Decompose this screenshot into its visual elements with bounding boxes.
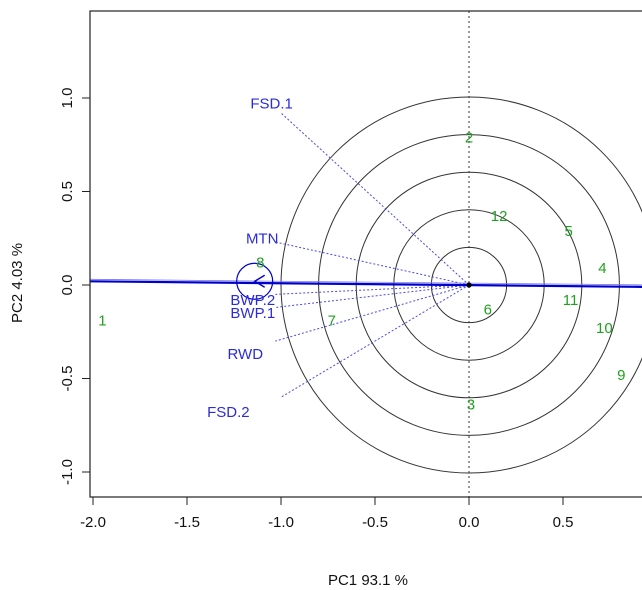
aec-line [90,280,642,288]
y-tick-label: -0.5 [59,366,76,392]
genotype-label-1: 1 [98,313,106,330]
ideal-point [236,262,472,300]
ideal-point-arrow [253,274,266,288]
aec-line-shadow [90,278,642,286]
trait-label-fsd-2: FSD.2 [207,404,250,421]
plot-frame [89,10,642,498]
x-tick-label: 0.5 [553,514,574,531]
genotype-label-6: 6 [484,301,492,318]
genotype-label-12: 12 [491,208,508,225]
trait-vector [275,284,470,342]
y-tick-label: 0.0 [59,275,76,296]
genotype-label-8: 8 [256,255,264,272]
y-tick-label: -1.0 [59,459,76,485]
genotype-label-10: 10 [596,320,613,337]
genotype-label-7: 7 [328,313,336,330]
x-tick-label: 0.0 [459,514,480,531]
y-axis-title: PC2 4.03 % [9,243,26,323]
x-tick-label: -0.5 [362,514,388,531]
y-tick-label: 0.5 [59,181,76,202]
trait-label-rwd: RWD [227,346,263,363]
trait-vector [280,112,470,286]
x-tick-label: -1.5 [174,514,200,531]
trait-vector [275,284,470,295]
origin-dot [466,282,472,288]
trait-label-bwp-2: BWP.2 [230,292,275,309]
trait-vectors [275,112,470,398]
trait-label-mtn: MTN [246,230,279,247]
trait-vector [275,241,470,286]
genotype-label-3: 3 [467,397,475,414]
ideal-point-circle [236,262,274,300]
genotype-label-4: 4 [598,260,606,277]
trait-label-bwp-1: BWP.1 [230,305,275,322]
genotype-label-2: 2 [465,129,473,146]
genotype-label-9: 9 [617,367,625,384]
trait-vector [275,284,470,308]
x-axis-ticks: -2.0 -1.5 -1.0 -0.5 0.0 0.5 [80,497,573,531]
trait-vector [280,284,470,398]
y-axis-ticks: -1.0 -0.5 0.0 0.5 1.0 [59,88,90,485]
x-axis-title: PC1 93.1 % [328,572,408,589]
x-tick-label: -2.0 [80,514,106,531]
genotype-label-5: 5 [564,223,572,240]
trait-label-fsd-1: FSD.1 [250,96,293,113]
y-tick-label: 1.0 [59,88,76,109]
average-environment-axis [90,278,642,288]
x-tick-label: -1.0 [268,514,294,531]
genotype-label-11: 11 [563,292,579,309]
